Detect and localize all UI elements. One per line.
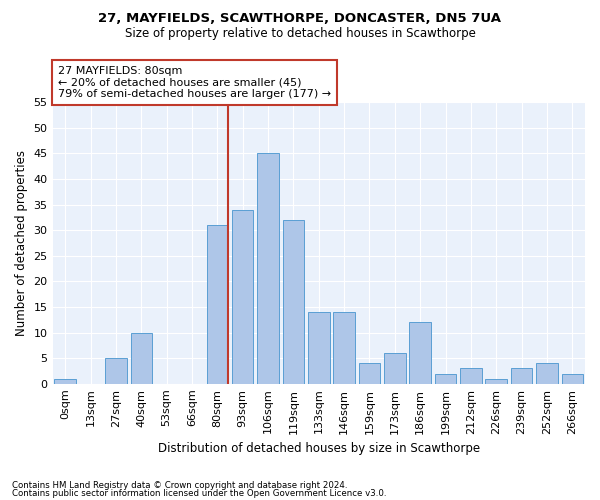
Bar — [460, 368, 482, 384]
Bar — [359, 364, 380, 384]
Bar — [206, 225, 228, 384]
Text: Contains public sector information licensed under the Open Government Licence v3: Contains public sector information licen… — [12, 488, 386, 498]
Bar — [257, 154, 279, 384]
Bar — [562, 374, 583, 384]
Text: Contains HM Land Registry data © Crown copyright and database right 2024.: Contains HM Land Registry data © Crown c… — [12, 481, 347, 490]
Text: 27 MAYFIELDS: 80sqm
← 20% of detached houses are smaller (45)
79% of semi-detach: 27 MAYFIELDS: 80sqm ← 20% of detached ho… — [58, 66, 331, 99]
X-axis label: Distribution of detached houses by size in Scawthorpe: Distribution of detached houses by size … — [158, 442, 480, 455]
Y-axis label: Number of detached properties: Number of detached properties — [15, 150, 28, 336]
Bar — [131, 332, 152, 384]
Bar — [308, 312, 329, 384]
Bar — [536, 364, 558, 384]
Bar — [283, 220, 304, 384]
Bar — [409, 322, 431, 384]
Text: 27, MAYFIELDS, SCAWTHORPE, DONCASTER, DN5 7UA: 27, MAYFIELDS, SCAWTHORPE, DONCASTER, DN… — [98, 12, 502, 26]
Bar — [55, 378, 76, 384]
Bar — [105, 358, 127, 384]
Bar — [511, 368, 532, 384]
Text: Size of property relative to detached houses in Scawthorpe: Size of property relative to detached ho… — [125, 28, 475, 40]
Bar — [232, 210, 253, 384]
Bar — [435, 374, 457, 384]
Bar — [384, 353, 406, 384]
Bar — [334, 312, 355, 384]
Bar — [485, 378, 507, 384]
